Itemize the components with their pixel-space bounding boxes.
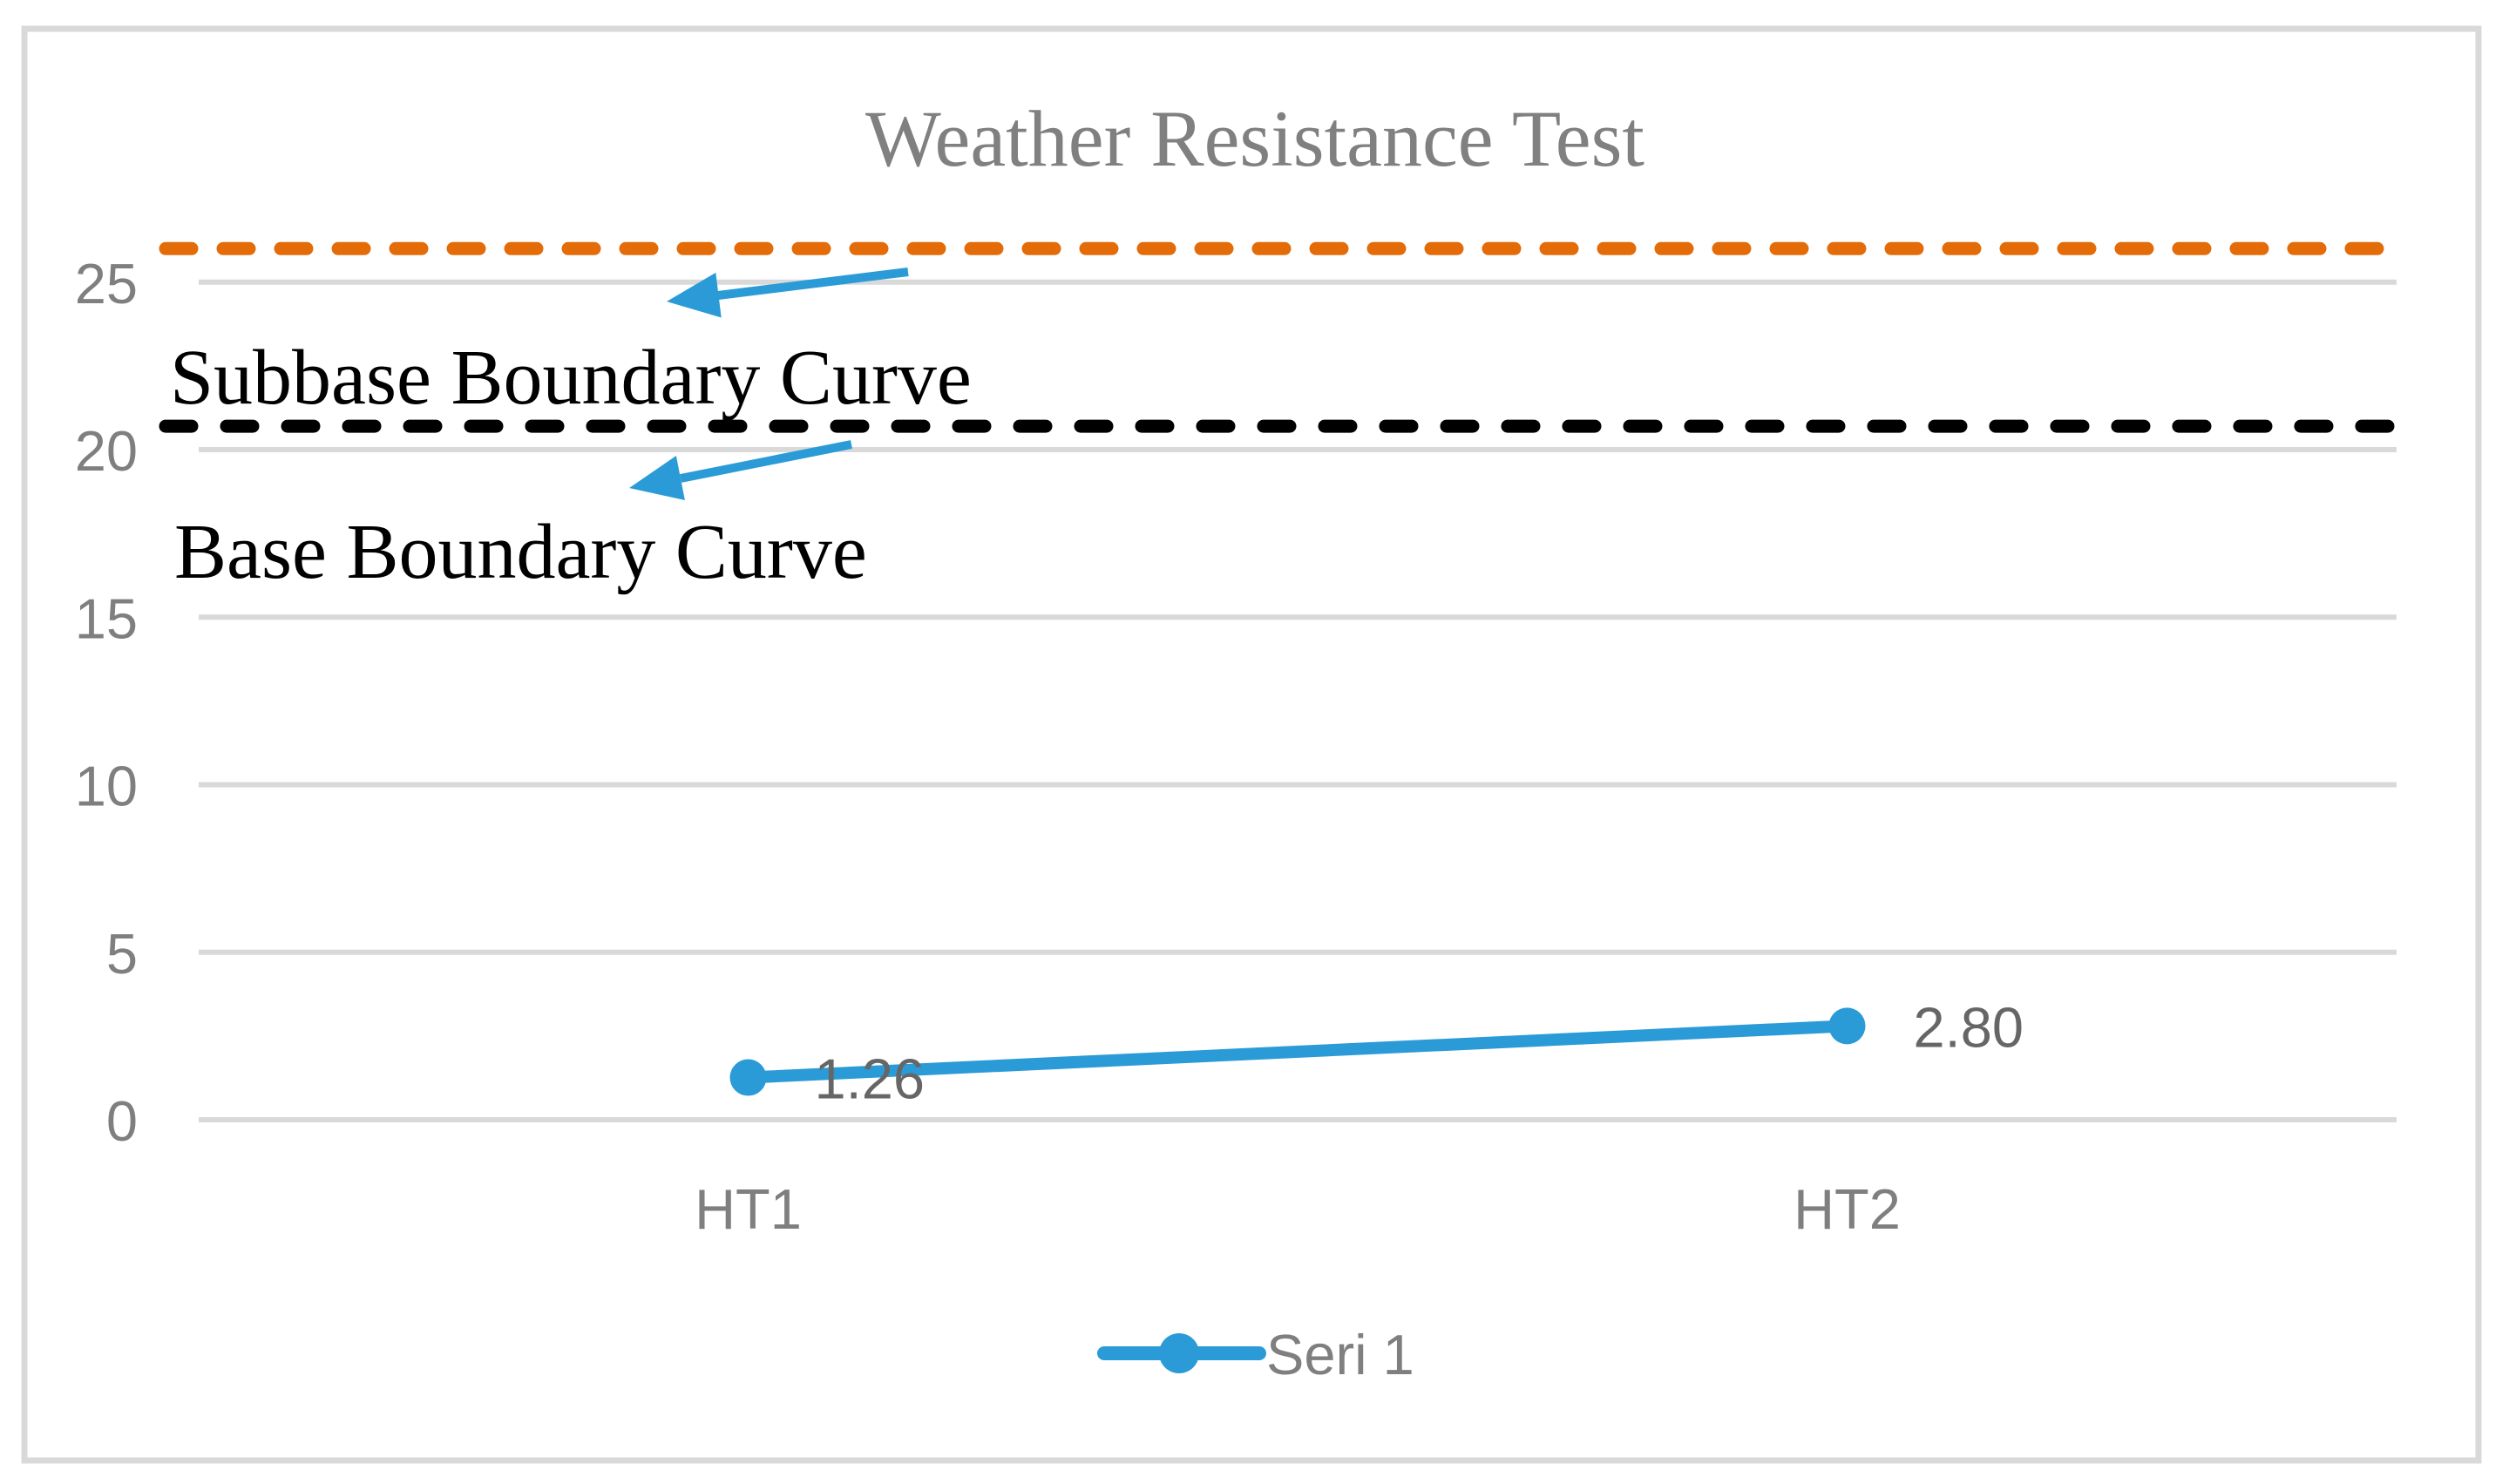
y-tick-label-10: 10 (75, 755, 138, 818)
series-data-labels: 1.26 2.80 (815, 995, 2024, 1110)
base-boundary-annotation: Base Boundary Curve (174, 509, 867, 595)
data-point-HT2[interactable] (1828, 1007, 1866, 1045)
legend[interactable]: Seri 1 (1097, 1323, 1414, 1386)
y-tick-label-0: 0 (106, 1089, 138, 1153)
chart-frame-border (21, 25, 2482, 1464)
y-axis-tick-labels: 0 5 10 15 20 25 (75, 252, 138, 1153)
y-tick-label-5: 5 (106, 922, 138, 986)
x-axis-category-labels: HT1 HT2 (695, 1177, 1901, 1241)
data-label-HT1: 1.26 (815, 1047, 926, 1111)
x-category-label-HT2: HT2 (1793, 1177, 1901, 1241)
base-annotation-arrow (629, 440, 852, 500)
y-tick-label-15: 15 (75, 586, 138, 650)
subbase-annotation-arrow (667, 268, 909, 318)
y-tick-label-20: 20 (75, 419, 138, 483)
gridlines (199, 279, 2397, 1122)
series-seri1: 1.26 2.80 (729, 995, 2024, 1111)
x-category-label-HT1: HT1 (695, 1177, 802, 1241)
data-point-HT1[interactable] (729, 1059, 767, 1096)
subbase-boundary-annotation: Subbase Boundary Curve (170, 335, 972, 421)
series-line[interactable] (742, 1020, 1854, 1084)
data-label-HT2: 2.80 (1914, 995, 2024, 1059)
series-markers (729, 1007, 1866, 1096)
subbase-arrowhead-icon (667, 272, 722, 318)
base-arrowhead-icon (629, 456, 685, 500)
legend-series-label: Seri 1 (1266, 1323, 1414, 1386)
legend-marker-icon (1159, 1333, 1199, 1373)
chart-title: Weather Resistance Test (865, 94, 1644, 183)
y-tick-label-25: 25 (75, 252, 138, 315)
